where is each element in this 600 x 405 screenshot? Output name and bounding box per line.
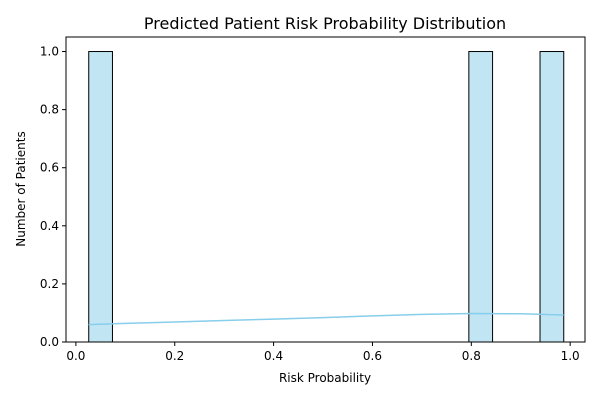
x-tick-label: 0.0: [66, 349, 85, 363]
histogram-bar-2: [539, 51, 565, 343]
plot-area: 0.0 0.2 0.4 0.6 0.8 1.0 0.0 0.2 0.4 0.6 0.8 1.0: [40, 36, 586, 363]
plot-frame: [65, 36, 586, 343]
x-tick-label: 1.0: [561, 349, 580, 363]
y-axis-label: Number of Patients: [14, 131, 28, 246]
y-tick-label: 0.4: [40, 219, 59, 233]
x-tick-label: 0.2: [165, 349, 184, 363]
y-tick-label: 0.6: [40, 161, 59, 175]
y-tick-label: 1.0: [40, 45, 59, 59]
x-tick-label: 0.6: [363, 349, 382, 363]
x-axis-label: Risk Probability: [279, 371, 371, 385]
histogram-bar-1: [468, 51, 494, 343]
chart-title: Predicted Patient Risk Probability Distr…: [144, 14, 506, 33]
x-tick-label: 0.8: [462, 349, 481, 363]
y-tick-label: 0.8: [40, 103, 59, 117]
histogram-bar-0: [88, 51, 113, 343]
y-tick-label: 0.2: [40, 277, 59, 291]
x-tick-label: 0.4: [264, 349, 283, 363]
y-tick-label: 0.0: [40, 335, 59, 349]
kde-line: [88, 312, 564, 326]
